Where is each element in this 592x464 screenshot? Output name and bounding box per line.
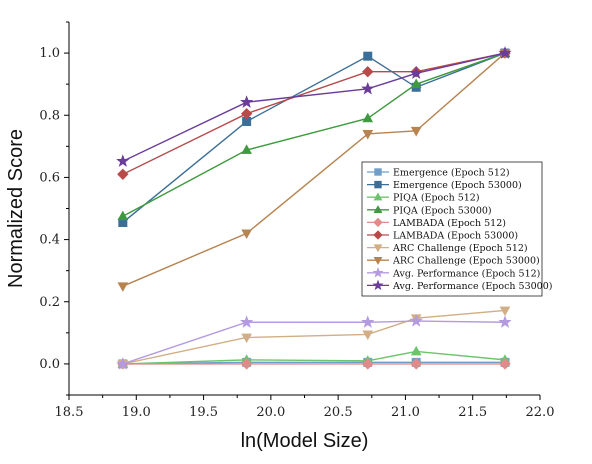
legend-label: ARC Challenge (Epoch 53000) <box>392 256 540 267</box>
data-point <box>362 112 374 123</box>
legend-marker <box>372 279 384 291</box>
data-point <box>499 306 511 317</box>
data-point <box>117 168 129 180</box>
legend-label: LAMBADA (Epoch 512) <box>393 218 506 229</box>
axes: 18.5 19.0 19.5 20.0 20.5 21.0 21.5 22.0 0.0 0.2 0.… <box>39 21 555 420</box>
legend-label: Avg. Performance (Epoch 53000) <box>392 281 552 292</box>
data-point <box>241 144 252 154</box>
legend-item: LAMBADA (Epoch 53000) <box>367 230 518 242</box>
legend-marker <box>374 168 382 176</box>
data-point <box>116 154 130 167</box>
x-tick-label: 20.5 <box>324 405 353 420</box>
data-point <box>117 282 129 292</box>
data-point <box>410 126 422 137</box>
data-point <box>410 345 422 356</box>
legend-item: LAMBADA (Epoch 512) <box>367 217 506 229</box>
series-9 <box>116 314 512 370</box>
x-tick-label: 21.5 <box>458 405 487 420</box>
data-point <box>409 66 423 79</box>
data-point <box>499 358 511 370</box>
y-tick-label: 0.0 <box>39 357 60 372</box>
legend-marker <box>373 205 383 213</box>
x-tick-label: 19.0 <box>122 405 151 420</box>
data-point <box>362 358 374 370</box>
legend-marker <box>372 266 384 278</box>
legend-label: Avg. Performance (Epoch 512) <box>392 268 540 279</box>
series-line <box>122 320 506 365</box>
x-axis-title: ln(Model Size) <box>241 430 369 452</box>
legend-label: Emergence (Epoch 512) <box>393 168 510 179</box>
legend-marker <box>373 257 383 265</box>
legend-label: Emergence (Epoch 53000) <box>393 180 522 191</box>
data-point <box>241 333 252 344</box>
series-layer <box>116 46 512 370</box>
legend-label: LAMBADA (Epoch 53000) <box>393 231 518 242</box>
x-tick-label: 21.0 <box>391 405 420 420</box>
y-tick-label: 0.4 <box>39 233 60 248</box>
data-point <box>240 358 253 370</box>
x-tick-label: 19.5 <box>189 405 218 420</box>
data-point <box>240 95 254 108</box>
legend-item: Avg. Performance (Epoch 53000) <box>367 279 552 292</box>
legend-item: Emergence (Epoch 53000) <box>367 180 522 191</box>
data-point <box>240 108 253 120</box>
series-1 <box>118 357 510 369</box>
legend: Emergence (Epoch 512)Emergence (Epoch 53… <box>361 161 552 297</box>
data-point <box>363 51 373 61</box>
x-tick-label: 22.0 <box>526 405 555 420</box>
y-tick-label: 1.0 <box>39 46 60 61</box>
x-tick-label: 18.5 <box>55 405 84 420</box>
legend-marker <box>373 192 383 201</box>
legend-item: PIQA (Epoch 512) <box>367 192 480 204</box>
data-point <box>410 358 422 370</box>
legend-marker <box>373 230 383 240</box>
legend-marker <box>373 217 383 228</box>
legend-label: ARC Challenge (Epoch 512) <box>392 243 528 254</box>
data-point <box>362 130 374 140</box>
data-point <box>409 314 423 327</box>
legend-label: PIQA (Epoch 512) <box>393 193 480 204</box>
y-tick-label: 0.6 <box>39 170 60 185</box>
series-10 <box>116 46 512 167</box>
series-line <box>122 309 506 365</box>
data-point <box>117 210 129 221</box>
data-point <box>410 78 422 89</box>
data-point <box>361 315 375 328</box>
series-7 <box>117 306 511 370</box>
legend-marker <box>373 244 383 253</box>
x-tick-label: 20.0 <box>256 405 285 420</box>
legend-item: Avg. Performance (Epoch 512) <box>367 266 540 279</box>
legend-marker <box>374 180 382 189</box>
data-point <box>361 81 375 95</box>
legend-box <box>361 161 543 297</box>
data-point <box>362 66 374 78</box>
data-point <box>116 356 130 370</box>
y-tick-label: 0.8 <box>39 108 60 123</box>
data-point <box>498 46 512 59</box>
series-line <box>122 52 506 162</box>
y-tick-label: 0.2 <box>39 295 60 310</box>
legend-item: ARC Challenge (Epoch 512) <box>367 243 528 254</box>
legend-item: PIQA (Epoch 53000) <box>367 205 492 216</box>
legend-item: ARC Challenge (Epoch 53000) <box>367 256 540 267</box>
series-line <box>122 52 506 175</box>
y-axis-title: Normalized Score <box>5 129 27 288</box>
data-point <box>240 315 254 328</box>
series-6 <box>117 47 511 180</box>
data-point <box>241 229 252 240</box>
legend-label: PIQA (Epoch 53000) <box>393 205 492 216</box>
data-point <box>362 330 374 341</box>
data-point <box>498 315 512 328</box>
legend-item: Emergence (Epoch 512) <box>367 168 510 179</box>
